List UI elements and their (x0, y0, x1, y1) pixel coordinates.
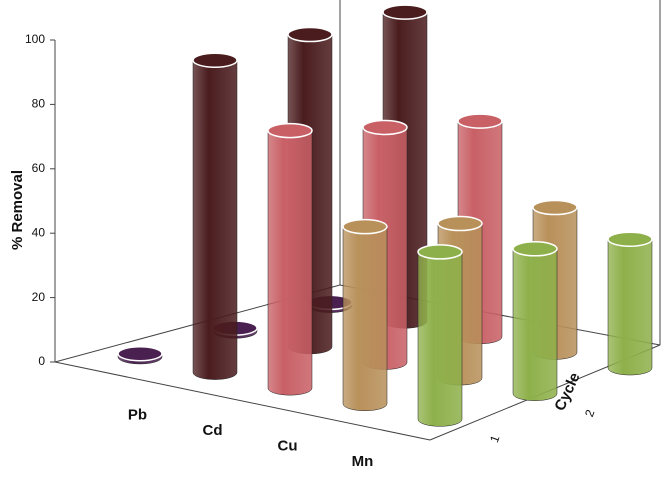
bar-top (607, 231, 653, 247)
bar-top (267, 122, 313, 139)
z-tick-label: 2 (582, 407, 598, 418)
bar (267, 130, 313, 396)
cylinder (607, 231, 653, 376)
y-axis-label: % Removal (9, 170, 26, 250)
bar-top (342, 218, 388, 235)
y-tick-label: 20 (32, 290, 46, 304)
bar-top (512, 241, 558, 257)
bar-top (457, 113, 503, 129)
bar-top (532, 199, 578, 216)
bar (607, 238, 653, 376)
cylinder (117, 345, 163, 365)
y-tick-label: 80 (32, 97, 46, 111)
bar-top (417, 244, 463, 260)
y-tick-label: 100 (25, 32, 45, 46)
cylinder (267, 122, 313, 396)
y-tick-label: 60 (32, 161, 46, 175)
x-tick-label: Pb (128, 406, 147, 423)
bar (417, 251, 463, 427)
bar (512, 248, 558, 401)
bar-top (362, 119, 408, 136)
x-tick-label: Cd (203, 422, 223, 439)
cylinder (342, 218, 388, 412)
cylinder (512, 241, 558, 401)
z-tick-label: 1 (487, 433, 503, 444)
x-tick-label: Cu (278, 438, 298, 455)
bar-top (117, 345, 163, 362)
bar-top (382, 4, 428, 20)
y-tick-label: 40 (32, 225, 46, 239)
cylinder (417, 244, 463, 427)
bar-top (192, 52, 238, 68)
bar (192, 59, 238, 380)
bar-top (287, 26, 333, 43)
y-tick-label: 0 (38, 354, 45, 368)
cylinder (192, 52, 238, 380)
x-tick-label: Mn (352, 453, 374, 470)
bar-top (437, 215, 483, 232)
bar (342, 226, 388, 412)
